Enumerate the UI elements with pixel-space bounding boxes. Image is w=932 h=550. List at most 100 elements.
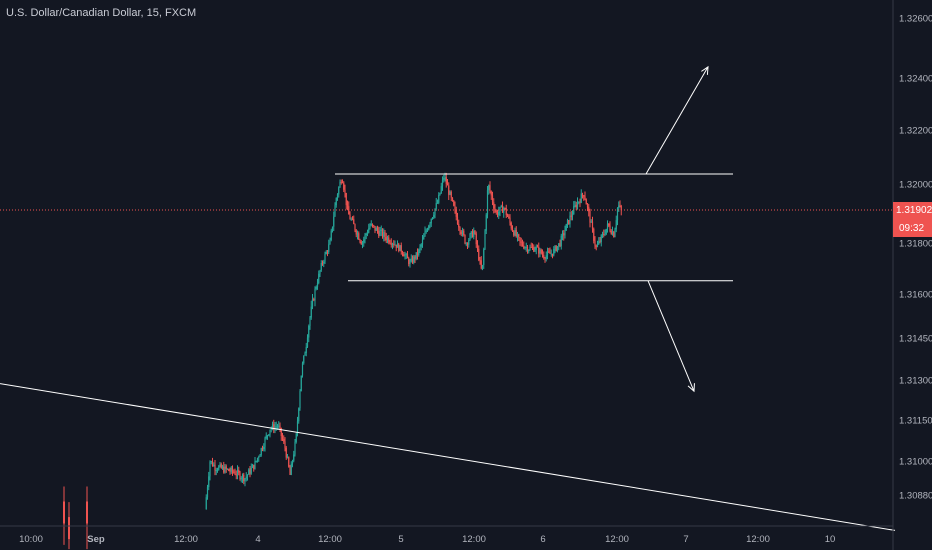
candle-body (343, 182, 345, 190)
price-axis[interactable]: 1.32600 1.32400 1.32200 1.32000 1.31800 1.316… (899, 14, 932, 502)
candle-body (470, 231, 472, 235)
candle-body (446, 183, 449, 186)
candle-body (578, 201, 580, 203)
candle-body (344, 189, 346, 193)
candle-body (568, 220, 570, 224)
candle-body (223, 466, 225, 473)
candle-body (466, 243, 469, 245)
candle-body (291, 460, 294, 464)
candle-body (295, 433, 297, 442)
candle-body (566, 220, 569, 224)
candle-body (610, 230, 612, 235)
candle-body (358, 233, 360, 240)
candle-body (383, 232, 385, 237)
candle-body (495, 210, 497, 213)
y-tick-label: 1.31800 (899, 239, 932, 250)
candle-body (395, 244, 397, 248)
candle-body (469, 234, 471, 241)
candle-body (564, 230, 566, 236)
candle-body (553, 249, 555, 256)
candle-body (455, 209, 457, 217)
candle-body (515, 229, 517, 237)
candle-body (254, 461, 256, 469)
candle-body (286, 457, 289, 459)
candle-body (424, 231, 426, 237)
breakout-down-arrow[interactable] (647, 280, 695, 392)
candle-body (591, 221, 594, 229)
candle-body (551, 253, 554, 256)
candle-body (514, 229, 516, 236)
candle-body (590, 221, 592, 223)
x-tick-label: 10 (825, 534, 836, 545)
x-tick-label: 12:00 (746, 534, 770, 545)
candle-body (511, 228, 514, 232)
candle-body (504, 208, 506, 210)
candle-body (320, 262, 322, 271)
candle-body (293, 454, 295, 461)
candle-body (374, 225, 376, 231)
candle-body (528, 249, 530, 252)
candle-body (601, 233, 604, 236)
candle-body (428, 225, 430, 230)
candle-body (598, 241, 600, 245)
candle-body (416, 252, 419, 256)
candle-body (283, 439, 285, 442)
candle-body (574, 204, 576, 207)
trend-line[interactable] (0, 383, 896, 531)
candle-body (329, 239, 331, 245)
x-tick-label: 12:00 (462, 534, 486, 545)
candle-body (253, 464, 255, 469)
candle-body (211, 461, 214, 466)
candle-body (354, 224, 356, 231)
candle-body (250, 467, 252, 474)
candle-body (328, 244, 330, 252)
candle-body (225, 466, 227, 470)
candle-body (266, 435, 269, 437)
candle-body (379, 231, 381, 236)
candle-body (265, 435, 267, 439)
candle-body (475, 233, 477, 245)
candle-body (556, 246, 559, 251)
candle-body (536, 246, 539, 248)
y-tick-label: 1.32200 (899, 126, 932, 137)
candle-body (505, 208, 507, 216)
candle-body (609, 225, 611, 231)
candle-body (406, 254, 409, 259)
candle-body (281, 436, 284, 440)
current-price-tag: 1.31902 09:32 (893, 202, 932, 237)
candle-body (445, 177, 447, 184)
candle-body (476, 244, 479, 249)
candle-body (543, 254, 545, 259)
candle-body (256, 457, 259, 461)
candle-body (68, 517, 70, 540)
time-axis[interactable]: 10:00 Sep 12:00 4 12:00 5 12:00 6 12:00 7 12:00 10 (19, 534, 835, 545)
candle-body (355, 230, 357, 235)
candle-body (381, 229, 384, 237)
candle-body (275, 426, 277, 428)
candle-body (554, 246, 556, 250)
candle-body (290, 463, 292, 475)
candle-body (535, 246, 537, 250)
candle-body (366, 232, 369, 234)
candle-body (539, 249, 541, 254)
candle-body (491, 195, 494, 203)
candle-body (326, 251, 329, 253)
candle-body (451, 197, 454, 201)
candle-body (405, 254, 407, 256)
candle-body (349, 214, 351, 220)
candle-body (325, 251, 327, 255)
candle-body (595, 245, 597, 247)
x-tick-label: 5 (398, 534, 403, 545)
x-tick-label: 12:00 (318, 534, 342, 545)
candle-body (248, 469, 250, 475)
candle-body (208, 476, 210, 488)
candle-body (341, 182, 344, 184)
candle-body (453, 200, 455, 206)
candle-body (258, 457, 260, 459)
candle-body (314, 288, 316, 301)
breakout-up-arrow[interactable] (645, 66, 709, 175)
candle-body (500, 205, 502, 207)
candle-body (508, 216, 510, 218)
candle-body (596, 244, 599, 247)
